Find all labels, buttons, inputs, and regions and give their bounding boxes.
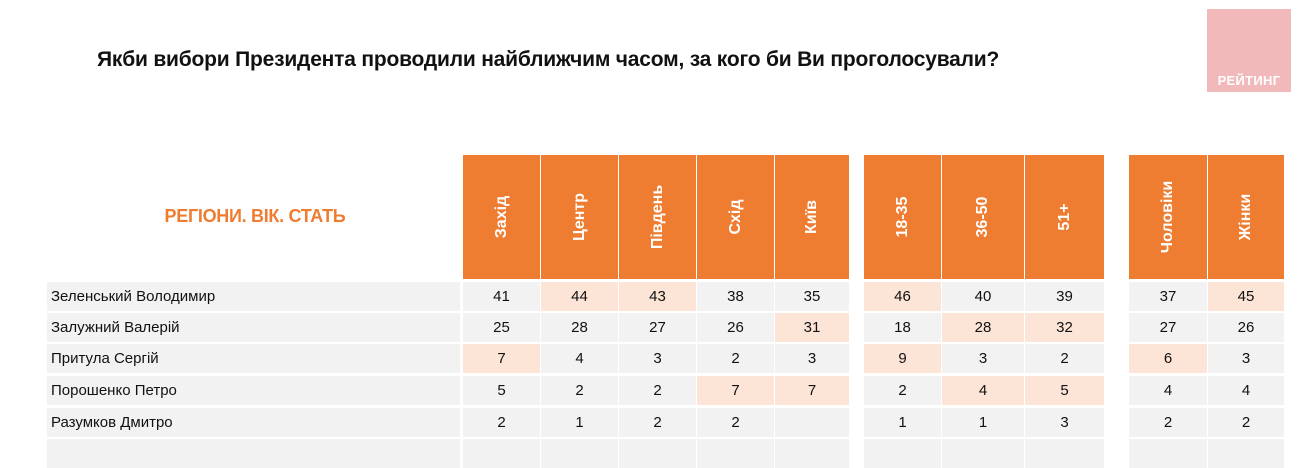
logo-text: РЕЙТИНГ: [1217, 73, 1281, 88]
column-header-label: Схід: [726, 199, 744, 235]
table-cell: 18: [864, 313, 941, 342]
table-cell: 31: [775, 313, 849, 342]
table-cell: 2: [1208, 408, 1284, 437]
table-cell: 43: [619, 282, 696, 311]
table-cell: 5: [1025, 376, 1104, 405]
row-label: Притула Сергій: [47, 344, 460, 373]
rating-logo: РЕЙТИНГ: [1207, 9, 1291, 92]
row-label: Разумков Дмитро: [47, 408, 460, 437]
table-cell: 2: [463, 408, 540, 437]
table-cell: 3: [1025, 408, 1104, 437]
column-header: Схід: [697, 155, 774, 279]
row-label: Зеленський Володимир: [47, 282, 460, 311]
table-cell: 38: [697, 282, 774, 311]
table-cell: 2: [864, 376, 941, 405]
table-cell: 39: [1025, 282, 1104, 311]
table-cell-partial: [864, 439, 941, 468]
column-header: Київ: [775, 155, 849, 279]
table-cell: 1: [541, 408, 618, 437]
table-cell-partial: [463, 439, 540, 468]
table-cell: 32: [1025, 313, 1104, 342]
table-cell-partial: [1129, 439, 1207, 468]
column-header: Чоловіки: [1129, 155, 1207, 279]
table-cell: 6: [1129, 344, 1207, 373]
table-cell: 35: [775, 282, 849, 311]
column-header-label: Київ: [803, 200, 820, 234]
column-header-label: 36-50: [974, 196, 991, 238]
table-cell: 27: [1129, 313, 1207, 342]
table-cell: 2: [619, 408, 696, 437]
table-cell: 26: [697, 313, 774, 342]
column-header-label: 18-35: [893, 196, 911, 238]
table-cell-partial: [697, 439, 774, 468]
table-cell: 4: [1129, 376, 1207, 405]
column-header-label: Центр: [570, 192, 588, 242]
table-cell: 27: [619, 313, 696, 342]
column-header-label: 51+: [1055, 203, 1073, 231]
table-cell: 3: [775, 344, 849, 373]
table-cell-partial: [619, 439, 696, 468]
column-header-label: Чоловіки: [1159, 180, 1176, 254]
column-header: 18-35: [864, 155, 941, 279]
column-header-label: Захід: [492, 195, 510, 239]
table-cell: 2: [697, 344, 774, 373]
page-title: Якби вибори Президента проводили найближ…: [97, 48, 1000, 71]
column-header: 36-50: [942, 155, 1024, 279]
table-cell: 25: [463, 313, 540, 342]
table-cell: 2: [697, 408, 774, 437]
table-cell-partial: [541, 439, 618, 468]
table-cell: 26: [1208, 313, 1284, 342]
table-cell: 2: [1129, 408, 1207, 437]
table-cell: 46: [864, 282, 941, 311]
table-cell: 4: [1208, 376, 1284, 405]
table-cell-partial: [775, 439, 849, 468]
table-cell: 41: [463, 282, 540, 311]
table-cell: 3: [942, 344, 1024, 373]
table-cell: 2: [619, 376, 696, 405]
table-cell: 1: [942, 408, 1024, 437]
column-header: Жінки: [1208, 155, 1284, 279]
table-cell: 44: [541, 282, 618, 311]
table-cell: [775, 408, 849, 437]
table-cell: 3: [1208, 344, 1284, 373]
table-cell: 28: [541, 313, 618, 342]
table-cell: 3: [619, 344, 696, 373]
table-cell-partial: [1208, 439, 1284, 468]
table-cell: 2: [1025, 344, 1104, 373]
table-cell: 9: [864, 344, 941, 373]
table-cell: 1: [864, 408, 941, 437]
row-label: Залужний Валерій: [47, 313, 460, 342]
table-cell: 7: [697, 376, 774, 405]
column-header-label: Південь: [648, 184, 666, 250]
table-cell: 2: [541, 376, 618, 405]
row-label-partial: [47, 439, 460, 468]
table-cell-partial: [942, 439, 1024, 468]
row-label: Порошенко Петро: [47, 376, 460, 405]
table-cell: 4: [541, 344, 618, 373]
table-cell: 40: [942, 282, 1024, 311]
table-cell: 4: [942, 376, 1024, 405]
table-cell: 28: [942, 313, 1024, 342]
table-cell: 45: [1208, 282, 1284, 311]
table-cell: 37: [1129, 282, 1207, 311]
column-header: Центр: [541, 155, 618, 279]
table-cell-partial: [1025, 439, 1104, 468]
column-header: Південь: [619, 155, 696, 279]
section-label: РЕГІОНИ. ВІК. СТАТЬ: [164, 206, 346, 226]
table-cell: 7: [463, 344, 540, 373]
table-cell: 5: [463, 376, 540, 405]
column-header: Захід: [463, 155, 540, 279]
column-header: 51+: [1025, 155, 1104, 279]
column-header-label: Жінки: [1237, 193, 1254, 241]
table-cell: 7: [775, 376, 849, 405]
